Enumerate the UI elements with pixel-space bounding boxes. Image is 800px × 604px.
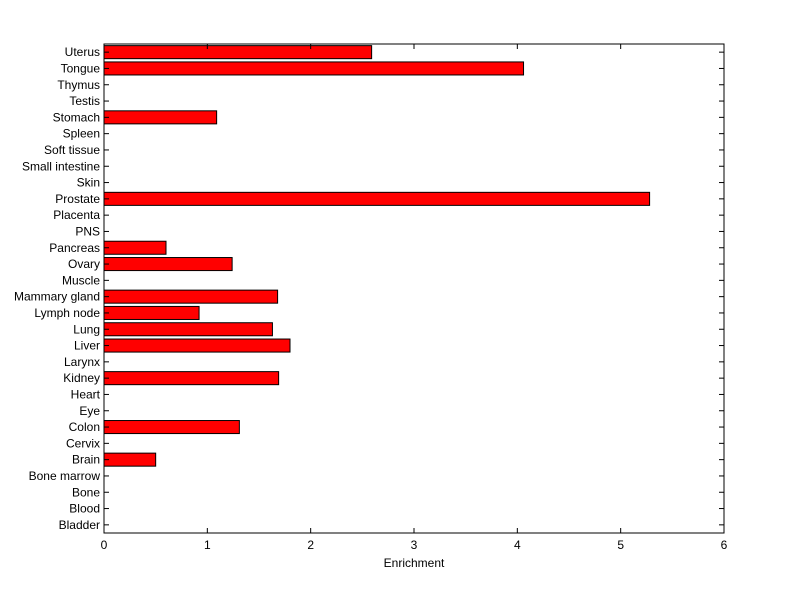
x-tick-label: 2 <box>307 538 314 552</box>
y-tick-label: Small intestine <box>22 159 100 173</box>
y-tick-label: Eye <box>79 404 100 418</box>
y-tick-label: Thymus <box>57 78 100 92</box>
y-tick-label: Muscle <box>62 273 100 287</box>
bar-ovary <box>103 257 233 272</box>
y-tick-label: Bone <box>72 485 100 499</box>
y-tick-label: Lymph node <box>34 306 100 320</box>
y-tick-label: Uterus <box>65 45 100 59</box>
x-tick-label: 1 <box>204 538 211 552</box>
bar-kidney <box>103 371 280 386</box>
bar-colon <box>103 420 240 435</box>
y-tick-label: Bone marrow <box>29 469 101 483</box>
y-tick-label: Kidney <box>63 371 100 385</box>
x-tick-label: 3 <box>411 538 418 552</box>
y-tick-label: Colon <box>69 420 100 434</box>
y-tick-label: Blood <box>69 502 100 516</box>
y-tick-label: Spleen <box>63 127 100 141</box>
y-tick-label: Mammary gland <box>14 290 100 304</box>
x-axis-label: Enrichment <box>384 556 445 570</box>
y-tick-label: Ovary <box>68 257 100 271</box>
bars-layer <box>103 45 651 467</box>
bar-pancreas <box>103 240 167 255</box>
bar-liver <box>103 338 291 353</box>
y-tick-label: Placenta <box>53 208 100 222</box>
bar-brain <box>103 452 157 467</box>
y-tick-label: Skin <box>77 176 100 190</box>
y-ticks-layer: Uterus Tongue Thymus Testis Stomach Spleen Sof… <box>14 45 724 532</box>
y-tick-label: Liver <box>74 339 100 353</box>
x-ticks-layer: 0 1 2 3 4 5 6 <box>101 44 728 552</box>
y-tick-label: Lung <box>73 322 100 336</box>
bar-lung <box>103 322 273 337</box>
x-tick-label: 4 <box>514 538 521 552</box>
y-tick-label: Bladder <box>59 518 100 532</box>
x-tick-label: 0 <box>101 538 108 552</box>
bar-lymph-node <box>103 305 200 320</box>
y-tick-label: Larynx <box>64 355 100 369</box>
bar-tongue <box>103 61 525 76</box>
y-tick-label: Prostate <box>55 192 100 206</box>
y-tick-label: Stomach <box>53 110 100 124</box>
y-tick-label: Pancreas <box>49 241 100 255</box>
y-tick-label: Brain <box>72 453 100 467</box>
bar-uterus <box>103 45 373 60</box>
bar-mammary-gland <box>103 289 279 304</box>
y-tick-label: Tongue <box>61 61 101 75</box>
y-tick-label: Heart <box>71 387 101 401</box>
y-tick-label: PNS <box>75 224 100 238</box>
y-tick-label: Testis <box>69 94 100 108</box>
bar-prostate <box>103 191 651 206</box>
y-tick-label: Cervix <box>66 436 100 450</box>
x-tick-label: 5 <box>617 538 624 552</box>
y-tick-label: Soft tissue <box>44 143 100 157</box>
x-tick-label: 6 <box>721 538 728 552</box>
bar-stomach <box>103 110 218 125</box>
